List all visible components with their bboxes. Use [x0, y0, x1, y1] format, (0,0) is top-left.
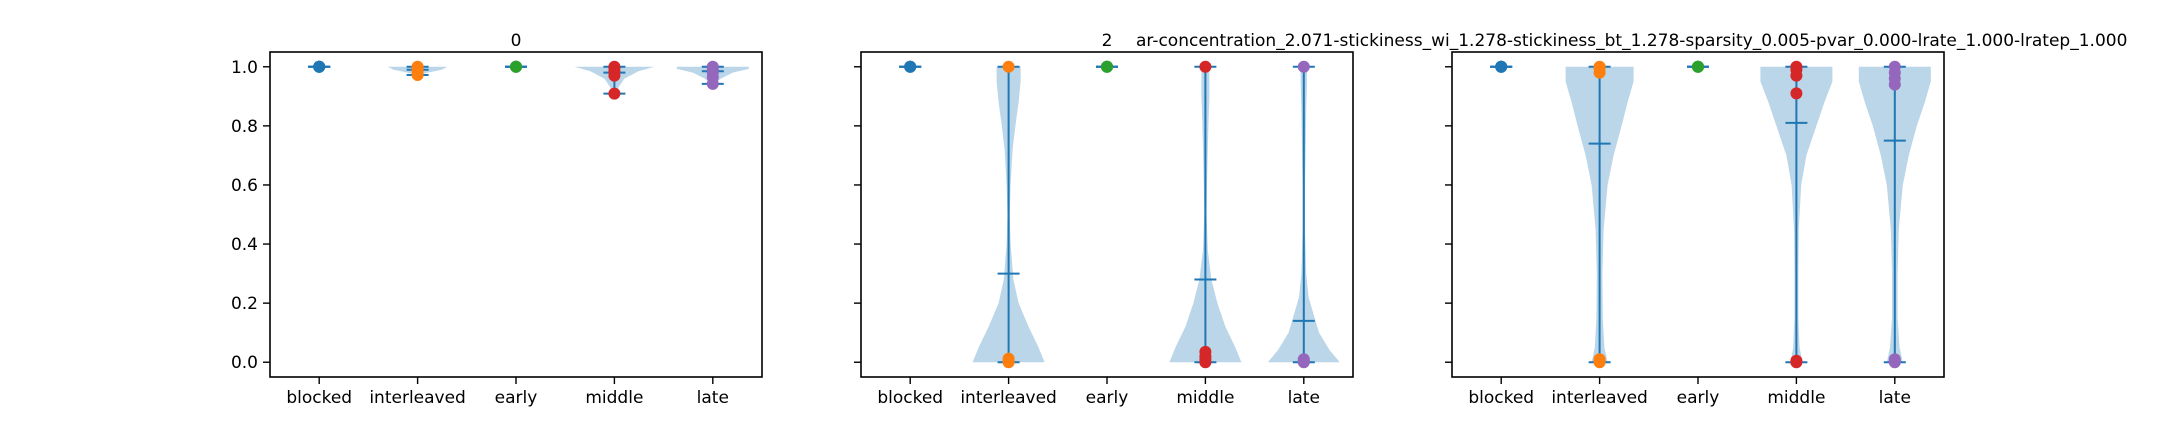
y-tick-label: 0.6: [231, 176, 258, 196]
panel-title: 0: [511, 31, 522, 51]
x-tick-label-middle: middle: [585, 388, 643, 408]
figure-suptitle: ar-concentration_2.071-stickiness_wi_1.2…: [1136, 31, 2127, 51]
data-point-early: [1692, 60, 1704, 73]
panel-3: blocked interleaved early middle late: [1445, 51, 1945, 408]
x-tick-label-early: early: [495, 388, 538, 408]
data-point-interleaved: [1593, 60, 1606, 73]
panel-title: 2: [1102, 31, 1113, 51]
data-point-interleaved: [1002, 60, 1015, 73]
data-point-late: [1888, 353, 1901, 366]
violin-panels: 0.0 0.2 0.4 0.6 0.8 1.0 blocked interleaved earl…: [231, 31, 1945, 408]
data-point-late: [1297, 60, 1310, 73]
data-point-late: [1297, 353, 1310, 366]
y-tick-label: 0.4: [231, 235, 258, 255]
data-point-middle: [1199, 60, 1212, 73]
y-tick-label: 0.0: [231, 353, 258, 373]
x-tick-label-blocked: blocked: [877, 388, 943, 408]
x-tick-label-middle: middle: [1767, 388, 1825, 408]
panel-1: 0.0 0.2 0.4 0.6 0.8 1.0 blocked interleaved earl…: [231, 31, 763, 408]
x-tick-label-blocked: blocked: [286, 388, 352, 408]
data-point-middle: [608, 87, 621, 100]
data-point-late: [706, 60, 719, 73]
data-point-blocked: [904, 60, 917, 73]
x-tick-label-interleaved: interleaved: [960, 388, 1057, 408]
data-point-early: [510, 60, 522, 73]
x-tick-label-late: late: [1879, 388, 1911, 408]
data-point-middle: [1790, 60, 1803, 73]
panel-2: blocked interleaved early middle late 2: [854, 31, 1354, 408]
y-tick-label: 0.2: [231, 294, 258, 314]
data-point-middle: [1790, 87, 1803, 100]
x-tick-label-late: late: [1288, 388, 1320, 408]
data-point-interleaved: [1593, 353, 1606, 366]
x-tick-label-interleaved: interleaved: [1551, 388, 1648, 408]
data-point-interleaved: [411, 60, 424, 73]
x-tick-label-middle: middle: [1176, 388, 1234, 408]
data-point-blocked: [1495, 60, 1508, 73]
x-tick-label-interleaved: interleaved: [369, 388, 466, 408]
x-tick-label-blocked: blocked: [1468, 388, 1534, 408]
x-tick-label-late: late: [697, 388, 729, 408]
data-point-middle: [1199, 345, 1212, 358]
data-point-middle: [608, 60, 621, 73]
data-point-early: [1101, 60, 1113, 73]
x-tick-label-early: early: [1677, 388, 1720, 408]
data-point-late: [1888, 60, 1901, 73]
y-tick-label: 1.0: [231, 58, 258, 78]
x-tick-label-early: early: [1086, 388, 1129, 408]
data-point-middle: [1790, 354, 1803, 367]
data-point-interleaved: [1002, 352, 1015, 365]
y-tick-label: 0.8: [231, 117, 258, 137]
data-point-blocked: [313, 60, 326, 73]
